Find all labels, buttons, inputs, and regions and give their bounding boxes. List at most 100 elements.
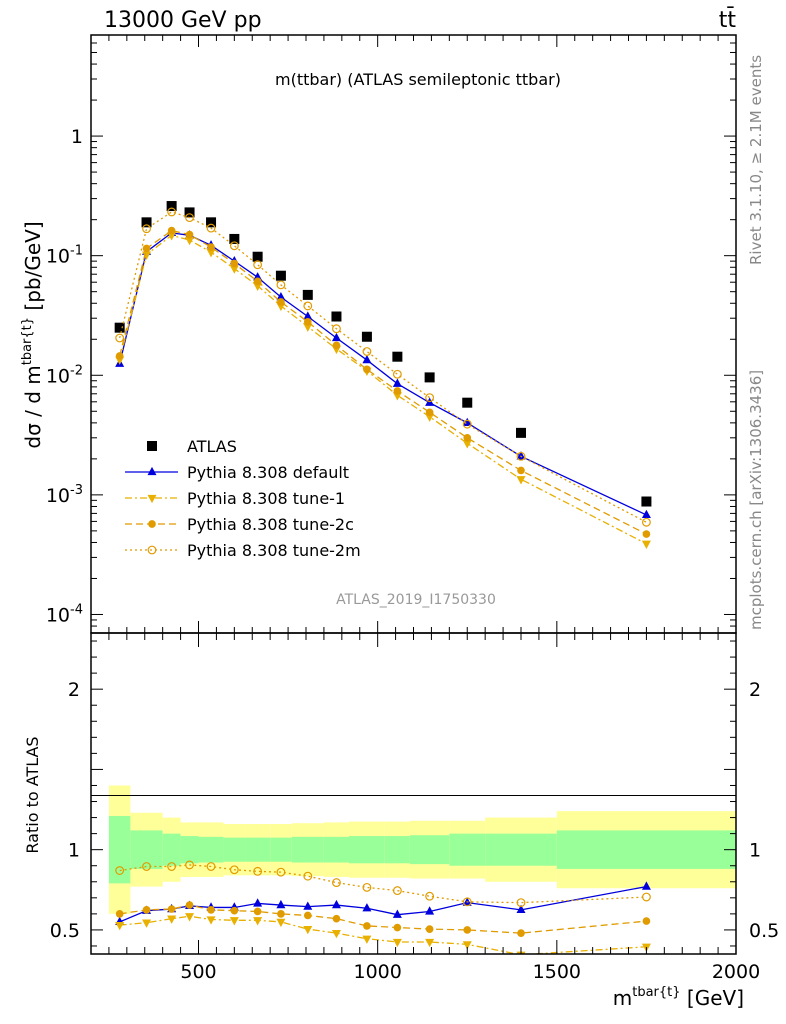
ratio-band-inner — [223, 837, 246, 862]
main-point-pythia-8-308-tune-2c-5 — [230, 259, 239, 268]
ratio-point-pythia-8-308-tune-2c-0 — [115, 910, 124, 918]
ratio-band-inner — [485, 833, 557, 866]
main-point-atlas-12 — [424, 372, 435, 383]
ratio-point-pythia-8-308-tune-2c-5 — [230, 906, 239, 915]
main-point-pythia-8-308-tune-1-4 — [206, 249, 216, 258]
ratio-point-pythia-8-308-tune-2m-0 — [115, 866, 125, 875]
ratio-point-pythia-8-308-tune-2c-9 — [332, 914, 341, 923]
ratio-y-tick-label-left: 2 — [68, 679, 80, 701]
ratio-point-pythia-8-308-default-6 — [253, 898, 263, 907]
main-point-pythia-8-308-default-15 — [641, 509, 651, 519]
main-point-pythia-8-308-default-13 — [462, 417, 472, 427]
ratio-band-inner — [198, 836, 224, 863]
legend-label-pythia-8-308-tune-1: Pythia 8.308 tune-1 — [187, 489, 345, 508]
ratio-band-inner — [291, 836, 324, 863]
main-point-pythia-8-308-tune-2c-2 — [167, 226, 176, 235]
ratio-point-pythia-8-308-tune-2m-5 — [229, 865, 239, 875]
ratio-y-tick-label-right: 1 — [749, 840, 761, 862]
ratio-point-pythia-8-308-tune-2m-15 — [641, 892, 651, 902]
ratio-point-pythia-8-308-tune-1-2 — [167, 915, 177, 924]
ratio-point-pythia-8-308-tune-1-5 — [229, 917, 239, 926]
ratio-point-pythia-8-308-tune-2m-7 — [276, 867, 286, 877]
main-point-pythia-8-308-tune-2m-4 — [206, 223, 216, 233]
ratio-point-pythia-8-308-tune-2m-13 — [462, 897, 472, 907]
ratio-point-pythia-8-308-tune-2c-11 — [393, 923, 402, 932]
main-point-pythia-8-308-tune-2c-3 — [185, 230, 194, 239]
ratio-line-pythia-8-308-default — [119, 885, 647, 923]
ratio-band-inner — [162, 833, 181, 866]
ratio-point-pythia-8-308-tune-1-7 — [276, 918, 286, 928]
ratio-point-pythia-8-308-tune-2c-4 — [207, 906, 215, 914]
ratio-point-pythia-8-308-tune-1-1 — [142, 919, 152, 928]
main-point-atlas-1 — [141, 217, 152, 228]
ratio-y-tick-label-right: 2 — [749, 679, 761, 701]
main-y-tick-label: 10-4 — [46, 602, 83, 626]
ratio-plot-panel: 0.5 0.5 1 1 2 2 500 1000 1500 2000 Ratio to ATLAS… — [23, 632, 779, 1010]
main-point-pythia-8-308-tune-2m-15 — [641, 517, 651, 527]
ratio-point-pythia-8-308-tune-2c-14 — [517, 929, 525, 937]
main-point-pythia-8-308-tune-2c-12 — [425, 408, 434, 417]
legend-label-pythia-8-308-tune-2c: Pythia 8.308 tune-2c — [187, 515, 354, 534]
main-point-pythia-8-308-default-14 — [516, 451, 526, 460]
ratio-point-pythia-8-308-default-7 — [276, 899, 286, 909]
ratio-point-pythia-8-308-tune-1-3 — [185, 913, 195, 922]
ratio-plot-marks — [115, 860, 651, 954]
main-point-pythia-8-308-tune-1-5 — [229, 265, 239, 274]
main-point-pythia-8-308-tune-2m-2 — [167, 207, 177, 217]
main-point-pythia-8-308-default-11 — [392, 378, 402, 387]
ratio-point-pythia-8-308-tune-2m-11 — [392, 886, 402, 896]
legend-marker-pythia-8-308-tune-2m — [147, 545, 157, 555]
legend-marker-pythia-8-308-default — [147, 466, 157, 476]
main-point-pythia-8-308-tune-2m-1 — [142, 224, 151, 234]
main-point-pythia-8-308-tune-1-8 — [303, 323, 313, 332]
main-point-atlas-3 — [184, 207, 195, 218]
main-point-pythia-8-308-tune-2c-10 — [363, 365, 371, 374]
main-point-pythia-8-308-tune-2c-15 — [642, 530, 651, 538]
ratio-point-pythia-8-308-tune-1-6 — [253, 917, 263, 926]
ratio-point-pythia-8-308-default-15 — [641, 881, 651, 890]
ratio-line-pythia-8-308-tune-2c — [119, 904, 647, 934]
main-point-pythia-8-308-tune-2m-6 — [253, 260, 263, 270]
ratio-y-axis-label: Ratio to ATLAS — [23, 736, 42, 853]
main-line-pythia-8-308-tune-2m — [119, 211, 647, 523]
x-axis-label: mtbar{t} [GeV] — [613, 985, 744, 1010]
ratio-point-pythia-8-308-tune-2c-12 — [425, 925, 434, 933]
main-point-pythia-8-308-tune-1-11 — [392, 392, 402, 401]
ratio-point-pythia-8-308-default-11 — [392, 909, 402, 918]
ratio-point-pythia-8-308-tune-2m-1 — [142, 862, 151, 871]
ratio-line-pythia-8-308-tune-1 — [119, 915, 647, 954]
main-point-pythia-8-308-tune-2m-0 — [115, 333, 125, 343]
main-point-pythia-8-308-tune-2c-13 — [463, 433, 472, 442]
main-point-pythia-8-308-default-8 — [303, 311, 313, 320]
main-point-pythia-8-308-tune-1-1 — [142, 251, 152, 260]
ratio-point-pythia-8-308-tune-2m-9 — [332, 878, 341, 888]
ratio-point-pythia-8-308-tune-2c-3 — [185, 901, 194, 909]
main-y-tick-label: 10-3 — [46, 483, 83, 507]
main-axis-ticks: 10-4 10-3 10-2 10-1 1 — [46, 34, 737, 634]
main-point-pythia-8-308-tune-2c-11 — [393, 387, 402, 395]
main-point-pythia-8-308-tune-2m-13 — [462, 419, 472, 429]
ratio-y-tick-label-right: 0.5 — [749, 920, 779, 942]
rivet-label: Rivet 3.1.10, ≥ 2.1M events — [747, 55, 765, 265]
ratio-point-pythia-8-308-tune-2c-13 — [463, 926, 472, 934]
main-point-pythia-8-308-tune-1-6 — [253, 282, 263, 291]
main-point-pythia-8-308-tune-2m-8 — [303, 301, 313, 311]
main-point-pythia-8-308-tune-1-3 — [185, 236, 195, 246]
main-point-pythia-8-308-tune-2m-14 — [516, 451, 526, 461]
main-point-pythia-8-308-tune-1-15 — [641, 540, 651, 549]
main-plot-panel: 10-4 10-3 10-2 10-1 1 m(ttbar) (ATLAS semile… — [20, 34, 737, 634]
ratio-band-inner — [384, 836, 410, 864]
ratio-axis-ticks: 0.5 0.5 1 1 2 2 500 1000 1500 2000 — [50, 633, 779, 983]
main-point-atlas-5 — [229, 233, 240, 244]
main-point-pythia-8-308-tune-2m-10 — [362, 347, 372, 356]
main-y-tick-label: 10-1 — [46, 244, 83, 268]
ratio-point-pythia-8-308-tune-1-11 — [392, 938, 402, 948]
main-point-pythia-8-308-tune-2m-9 — [332, 324, 341, 334]
ratio-point-pythia-8-308-tune-2m-14 — [516, 898, 526, 908]
ratio-point-pythia-8-308-tune-2c-1 — [142, 906, 151, 914]
ratio-x-tick-label: 1000 — [353, 961, 401, 983]
main-point-atlas-8 — [302, 289, 313, 300]
ratio-point-pythia-8-308-tune-2m-8 — [303, 871, 313, 881]
ratio-point-pythia-8-308-tune-1-13 — [462, 941, 472, 950]
main-point-pythia-8-308-tune-2c-0 — [115, 352, 124, 360]
